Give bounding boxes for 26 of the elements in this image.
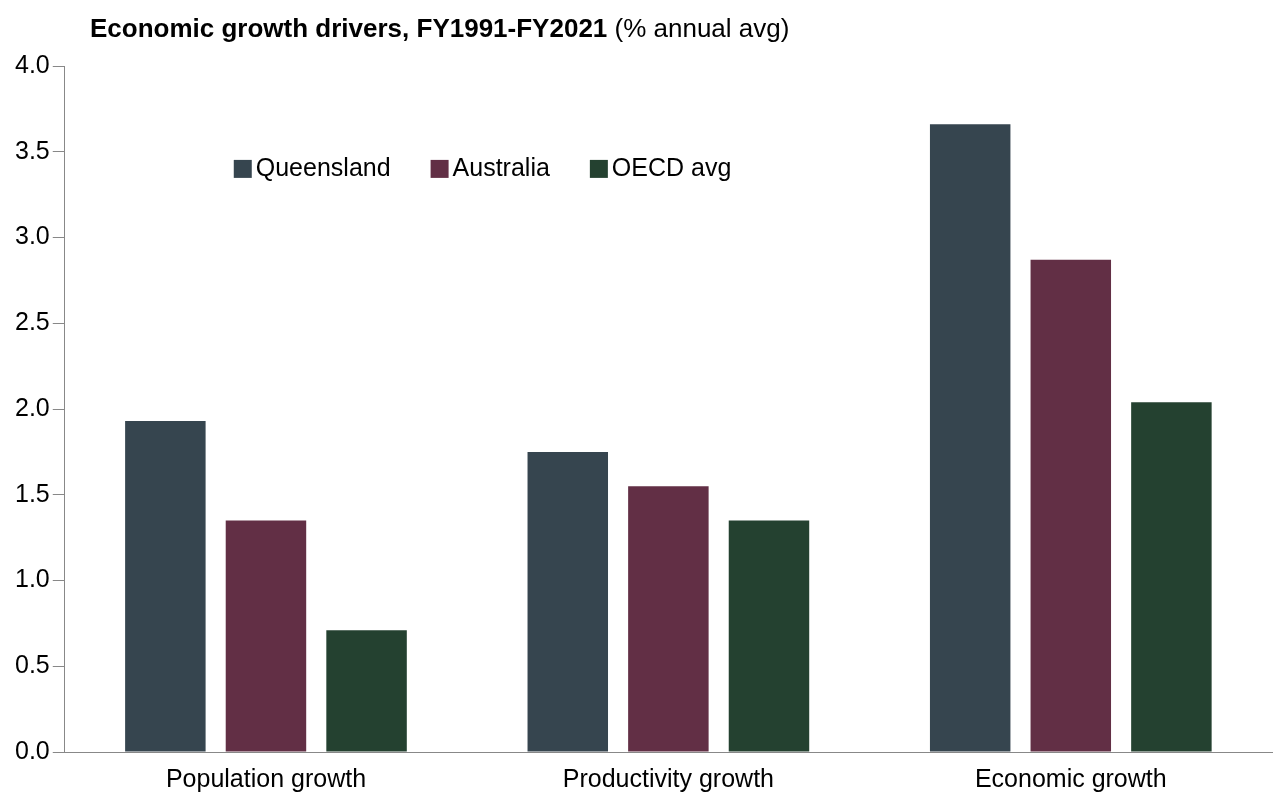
x-tick-label: Economic growth bbox=[974, 763, 1167, 792]
bar bbox=[125, 421, 206, 752]
bar bbox=[225, 520, 307, 752]
legend-label: Australia bbox=[452, 152, 550, 181]
y-tick-label: 2.5 bbox=[14, 307, 50, 336]
bar bbox=[1030, 259, 1112, 752]
chart-title: Economic growth drivers, FY1991-FY2021 bbox=[90, 13, 608, 43]
chart-subtitle: (% annual avg) bbox=[614, 13, 790, 43]
bar bbox=[628, 486, 709, 752]
y-tick-label: 1.5 bbox=[14, 478, 50, 507]
bar bbox=[1131, 402, 1212, 752]
y-tick-label: 0.5 bbox=[14, 650, 50, 679]
y-tick-label: 0.0 bbox=[14, 735, 50, 764]
legend-label: OECD avg bbox=[611, 152, 732, 181]
legend-label: Queensland bbox=[255, 152, 391, 181]
y-tick-label: 1.0 bbox=[14, 564, 50, 593]
bar bbox=[326, 630, 407, 752]
y-tick-label: 2.0 bbox=[14, 392, 50, 421]
bar bbox=[527, 451, 609, 752]
bar bbox=[929, 124, 1011, 752]
x-tick-label: Population growth bbox=[165, 763, 367, 792]
y-tick-label: 3.0 bbox=[14, 221, 50, 250]
y-tick-label: 4.0 bbox=[14, 49, 50, 78]
y-tick-label: 3.5 bbox=[14, 135, 50, 164]
bar bbox=[728, 520, 810, 752]
x-tick-label: Productivity growth bbox=[562, 763, 774, 792]
